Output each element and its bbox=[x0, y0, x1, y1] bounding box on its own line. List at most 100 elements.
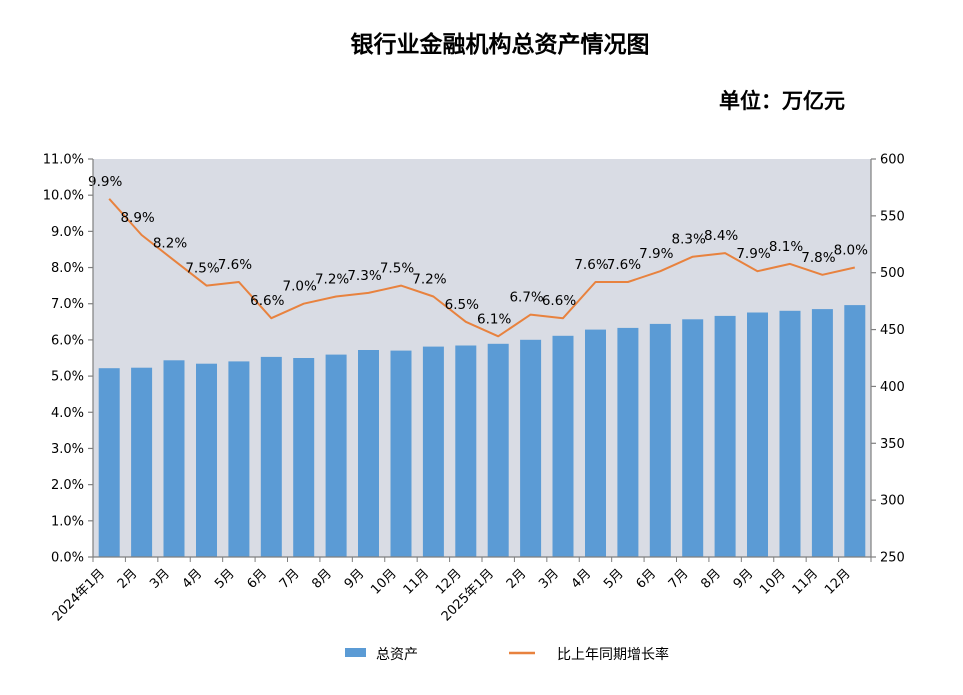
line-data-label: 9.9% bbox=[88, 174, 122, 190]
bar-6月 bbox=[260, 356, 282, 557]
line-data-label: 8.4% bbox=[704, 228, 738, 244]
line-data-label: 7.9% bbox=[736, 246, 770, 262]
bar-9月 bbox=[747, 312, 768, 557]
bar-2月 bbox=[131, 367, 153, 557]
left-axis-tick-label: 10.0% bbox=[43, 189, 84, 204]
left-axis-tick-label: 5.0% bbox=[51, 370, 84, 385]
bar-3月 bbox=[163, 360, 185, 557]
bar-12月 bbox=[455, 345, 477, 557]
bar-10月 bbox=[390, 350, 412, 557]
line-data-label: 7.5% bbox=[185, 261, 219, 277]
left-axis-tick-label: 0.0% bbox=[51, 551, 84, 566]
x-axis-category-label: 11月 bbox=[790, 566, 821, 597]
line-data-label: 7.6% bbox=[218, 257, 252, 273]
bar-11月 bbox=[811, 309, 833, 557]
bar-4月 bbox=[585, 329, 606, 557]
line-data-label: 6.5% bbox=[445, 297, 479, 313]
left-axis-tick-label: 8.0% bbox=[51, 261, 84, 276]
bar-10月 bbox=[779, 310, 801, 557]
line-data-label: 7.8% bbox=[801, 250, 835, 266]
bar-12月 bbox=[844, 305, 866, 557]
left-axis-tick-label: 1.0% bbox=[51, 514, 84, 529]
x-axis-category-label: 4月 bbox=[180, 566, 206, 592]
bar-6月 bbox=[649, 323, 671, 557]
x-axis-category-label: 8月 bbox=[309, 566, 335, 592]
bar-2025年1月 bbox=[487, 343, 509, 557]
line-data-label: 8.1% bbox=[769, 239, 803, 255]
line-data-label: 6.1% bbox=[477, 311, 511, 327]
chart-title: 银行业金融机构总资产情况图 bbox=[351, 31, 650, 58]
x-axis-category-label: 12月 bbox=[822, 566, 853, 597]
bar-4月 bbox=[196, 363, 217, 557]
x-axis-category-label: 3月 bbox=[536, 566, 562, 592]
right-axis-tick-label: 450 bbox=[880, 323, 905, 338]
line-data-label: 6.6% bbox=[542, 293, 576, 309]
line-data-label: 7.6% bbox=[574, 257, 608, 273]
bar-11月 bbox=[422, 346, 444, 557]
left-axis-tick-label: 9.0% bbox=[51, 225, 84, 240]
line-data-label: 7.2% bbox=[315, 272, 349, 288]
growth-line bbox=[108, 198, 856, 338]
right-axis-tick-label: 350 bbox=[880, 437, 905, 452]
bar-8月 bbox=[325, 354, 347, 557]
legend-bar-swatch-icon bbox=[345, 648, 366, 657]
x-axis-category-label: 9月 bbox=[342, 566, 368, 592]
line-data-label: 7.2% bbox=[412, 272, 446, 288]
bar-5月 bbox=[228, 361, 250, 557]
left-axis-tick-label: 6.0% bbox=[51, 333, 84, 348]
plot-background bbox=[93, 159, 871, 557]
bar-2月 bbox=[520, 339, 542, 557]
bar-7月 bbox=[293, 358, 315, 557]
line-data-label: 8.9% bbox=[120, 210, 154, 226]
line-data-label: 7.5% bbox=[380, 261, 414, 277]
line-data-label: 7.9% bbox=[639, 246, 673, 262]
line-data-label: 7.3% bbox=[347, 268, 381, 284]
legend-bar-label: 总资产 bbox=[376, 647, 418, 663]
legend-line-label: 比上年同期增长率 bbox=[557, 646, 669, 663]
line-data-label: 7.0% bbox=[283, 279, 317, 295]
unit-label: 单位：万亿元 bbox=[719, 88, 845, 113]
left-axis-tick-label: 2.0% bbox=[51, 478, 84, 493]
legend: 总资产 比上年同期增长率 bbox=[345, 646, 669, 663]
line-data-label: 8.2% bbox=[153, 235, 187, 251]
x-axis-category-label: 5月 bbox=[601, 566, 627, 592]
x-axis-category-label: 5月 bbox=[212, 566, 238, 592]
x-axis-category-label: 11月 bbox=[401, 566, 432, 597]
right-axis-tick-label: 400 bbox=[880, 380, 905, 395]
line-data-label: 8.0% bbox=[834, 243, 868, 259]
x-axis-category-label: 2月 bbox=[115, 566, 141, 592]
x-axis-category-label: 4月 bbox=[569, 566, 595, 592]
x-axis-category-label: 7月 bbox=[666, 566, 692, 592]
x-axis-category-label: 7月 bbox=[277, 566, 303, 592]
x-axis-category-label: 3月 bbox=[147, 566, 173, 592]
x-axis-category-label: 9月 bbox=[731, 566, 757, 592]
right-axis-tick-label: 250 bbox=[880, 551, 905, 566]
x-axis-category-label: 6月 bbox=[633, 566, 659, 592]
x-axis-category-label: 2024年1月 bbox=[50, 566, 108, 624]
x-axis-category-label: 2月 bbox=[504, 566, 530, 592]
right-axis-tick-label: 500 bbox=[880, 266, 905, 281]
plot-area: 9.9%8.9%8.2%7.5%7.6%6.6%7.0%7.2%7.3%7.5%… bbox=[43, 153, 905, 625]
left-axis-tick-label: 3.0% bbox=[51, 442, 84, 457]
x-axis-category-label: 8月 bbox=[698, 566, 724, 592]
right-axis-tick-label: 550 bbox=[880, 209, 905, 224]
bar-9月 bbox=[358, 350, 379, 557]
x-axis-category-label: 10月 bbox=[757, 566, 788, 597]
bar-8月 bbox=[714, 315, 736, 557]
bar-5月 bbox=[617, 327, 639, 557]
left-axis-tick-label: 7.0% bbox=[51, 297, 84, 312]
line-data-label: 6.7% bbox=[509, 290, 543, 306]
line-data-label: 8.3% bbox=[672, 232, 706, 248]
left-axis-tick-label: 4.0% bbox=[51, 406, 84, 421]
bar-7月 bbox=[682, 319, 704, 557]
x-axis-category-label: 6月 bbox=[244, 566, 270, 592]
line-data-label: 7.6% bbox=[607, 257, 641, 273]
right-axis-tick-label: 300 bbox=[880, 494, 905, 509]
line-data-label: 6.6% bbox=[250, 293, 284, 309]
left-axis-tick-label: 11.0% bbox=[43, 153, 84, 168]
right-axis-tick-label: 600 bbox=[880, 153, 905, 168]
x-axis-category-label: 10月 bbox=[368, 566, 399, 597]
bar-2024年1月 bbox=[98, 368, 120, 557]
